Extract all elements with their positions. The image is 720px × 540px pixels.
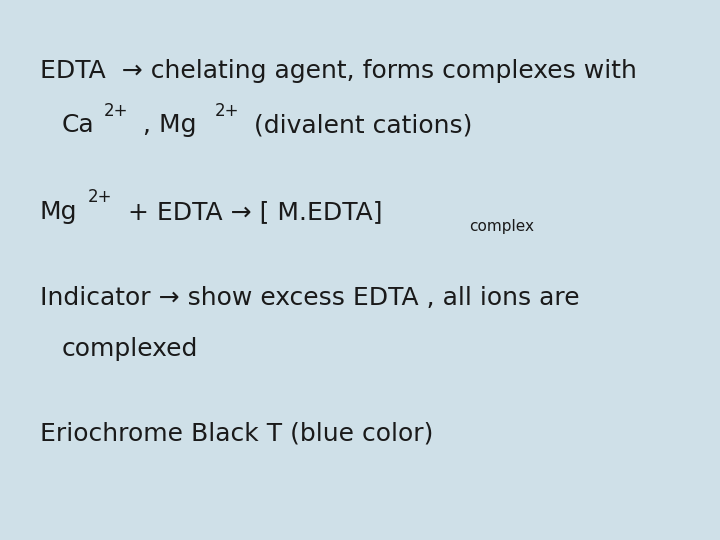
- Text: (divalent cations): (divalent cations): [246, 113, 472, 137]
- Text: complexed: complexed: [61, 338, 197, 361]
- Text: Ca: Ca: [61, 113, 94, 137]
- Text: + EDTA → [ M.EDTA]: + EDTA → [ M.EDTA]: [120, 200, 390, 224]
- Text: 2+: 2+: [103, 102, 127, 120]
- Text: complex: complex: [469, 219, 534, 234]
- Text: , Mg: , Mg: [135, 113, 197, 137]
- Text: 2+: 2+: [215, 102, 239, 120]
- Text: Eriochrome Black T (blue color): Eriochrome Black T (blue color): [40, 421, 433, 445]
- Text: Mg: Mg: [40, 200, 77, 224]
- Text: 2+: 2+: [88, 188, 112, 206]
- Text: Indicator → show excess EDTA , all ions are: Indicator → show excess EDTA , all ions …: [40, 286, 579, 310]
- Text: EDTA  → chelating agent, forms complexes with: EDTA → chelating agent, forms complexes …: [40, 59, 636, 83]
